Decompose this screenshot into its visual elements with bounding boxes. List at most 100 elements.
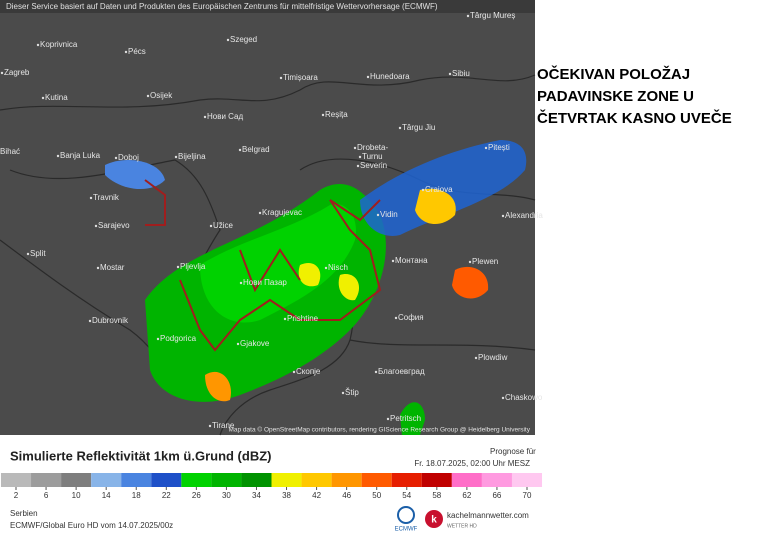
scale-segment (451, 473, 482, 487)
city-dot (374, 370, 378, 374)
front-line (144, 179, 382, 352)
city-label: Vidin (380, 210, 398, 219)
city-dot (203, 115, 207, 119)
scale-tick-label: 66 (492, 491, 501, 500)
city-label: Pécs (128, 47, 146, 56)
city-dot (466, 14, 470, 18)
border (349, 339, 536, 351)
city-dot (279, 76, 283, 80)
city-dot (376, 213, 380, 217)
scale-tick-label: 34 (252, 491, 261, 500)
city-label: Severin (360, 161, 387, 170)
scale-segment (91, 473, 122, 487)
scale-segment (241, 473, 272, 487)
route (179, 199, 382, 352)
city-dot (94, 224, 98, 228)
city-label: Koprivnica (40, 40, 78, 49)
rain-area (400, 402, 425, 435)
logo-text: ECMWF (395, 527, 418, 533)
city-dot (358, 155, 362, 159)
city-dot (88, 319, 92, 323)
city-label: Craiova (425, 185, 453, 194)
scale-segment (0, 473, 32, 487)
city-dot (174, 155, 178, 159)
city-dot (176, 265, 180, 269)
city-label: Banja Luka (60, 151, 101, 160)
scale-tick-label: 70 (523, 491, 532, 500)
rain-area (200, 204, 356, 323)
scale-tick-label: 26 (192, 491, 201, 500)
scale-segment (361, 473, 392, 487)
scale-segment (181, 473, 212, 487)
city-label: Dubrovnik (92, 316, 129, 325)
kachelmann-logo: k kachelmannwetter.com WETTER HD (425, 510, 529, 529)
city-label: Nisch (328, 263, 348, 272)
scale-segment (421, 473, 452, 487)
notice: Dieser Service basiert auf Daten und Pro… (6, 2, 438, 11)
city-label: Kutina (45, 93, 68, 102)
city-dot (356, 164, 360, 168)
city-label: Alexandria (505, 211, 543, 220)
city-dot (114, 156, 118, 160)
city-label: Mostar (100, 263, 125, 272)
city-label: София (398, 313, 424, 322)
city-label: Gjakove (240, 339, 270, 348)
city-label: Podgorica (160, 334, 197, 343)
city-dot (366, 75, 370, 79)
city-dot (468, 260, 472, 264)
city-dot (258, 211, 262, 215)
scale-segment (211, 473, 242, 487)
scale-segment (481, 473, 512, 487)
legend-title: Simulierte Reflektivität 1km ü.Grund (dB… (10, 448, 272, 463)
city-dot (96, 266, 100, 270)
city-dot (239, 281, 243, 285)
rain-core (452, 266, 489, 299)
annotation-line: ČETVRTAK KASNO UVEČE (537, 109, 732, 127)
annotation-line: PADAVINSKE ZONE U (537, 88, 694, 105)
scale-tick-label: 6 (44, 491, 49, 500)
scale-segment (331, 473, 362, 487)
region: Serbien (10, 509, 38, 518)
rain-core (415, 188, 456, 225)
city-label: Târgu Jiu (402, 123, 435, 132)
city-label: Hunedoara (370, 72, 410, 81)
city-label: Bijeljina (178, 152, 206, 161)
scale-tick-label: 62 (462, 491, 471, 500)
city-label: Нови Сад (207, 112, 243, 121)
city-label: Travnik (93, 193, 120, 202)
city-dot (341, 391, 345, 395)
scale-segment (121, 473, 152, 487)
city-dot (398, 126, 402, 130)
city-dot (156, 337, 160, 341)
border (0, 74, 536, 111)
city-dot (292, 370, 296, 374)
city-label: Kragujevac (262, 208, 302, 217)
city-label: Sibiu (452, 69, 470, 78)
city-dot (353, 146, 357, 150)
city-label: Petritsch (390, 414, 421, 423)
map: Dieser Service basiert auf Daten und Pro… (0, 0, 543, 436)
city-label: Užice (213, 221, 234, 230)
city-label: Timișoara (283, 73, 318, 82)
route (329, 199, 381, 222)
city-dot (56, 154, 60, 158)
city-dot (238, 148, 242, 152)
city-dot (209, 224, 213, 228)
scale-segment (511, 473, 543, 487)
scale-tick-label: 38 (282, 491, 291, 500)
route (144, 179, 166, 226)
city-label: Благоевград (378, 367, 425, 376)
city-dot (0, 71, 4, 75)
city-label: Chaskowo (505, 393, 543, 402)
logo-icon (397, 506, 415, 524)
rain-core (338, 274, 360, 301)
scale-segment (31, 473, 62, 487)
map-credit: Map data © OpenStreetMap contributors, r… (228, 426, 530, 434)
color-scale: 2 6 10 14 18 22 26 30 34 38 42 46 50 54 58 62 66 70 (0, 473, 543, 500)
city-dot (391, 259, 395, 263)
city-label: Монтана (395, 256, 428, 265)
city-dot (474, 356, 478, 360)
city-dot (208, 424, 212, 428)
city-dot (41, 96, 45, 100)
